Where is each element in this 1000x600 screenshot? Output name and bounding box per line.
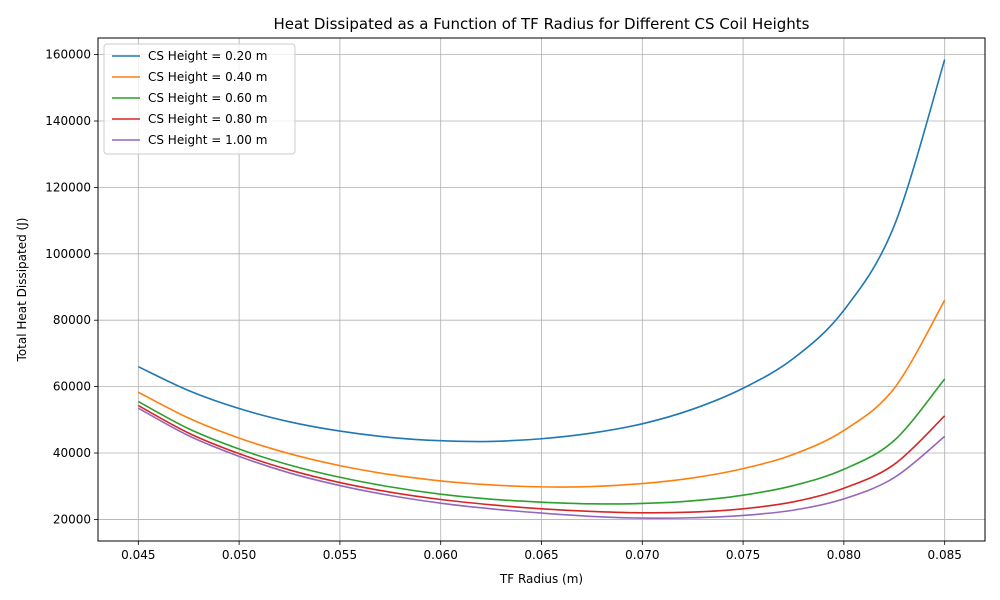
x-tick-label: 0.050 — [222, 548, 256, 562]
y-tick-label: 60000 — [53, 380, 91, 394]
y-tick-label: 140000 — [45, 114, 91, 128]
series-line-5 — [137, 407, 946, 519]
y-tick-label: 160000 — [45, 48, 91, 62]
ticks: 0.045 0.050 0.055 0.060 0.065 0.070 0.075 0.080… — [45, 48, 962, 562]
series-layer — [137, 59, 946, 519]
x-tick-label: 0.085 — [928, 548, 962, 562]
legend-label-4: CS Height = 0.80 m — [148, 112, 267, 126]
legend-label-3: CS Height = 0.60 m — [148, 91, 267, 105]
x-tick-label: 0.060 — [424, 548, 458, 562]
x-tick-label: 0.045 — [121, 548, 155, 562]
series-line-2 — [137, 299, 946, 488]
legend-label-2: CS Height = 0.40 m — [148, 70, 267, 84]
series-line-3 — [137, 378, 946, 505]
y-tick-label: 120000 — [45, 180, 91, 194]
x-tick-label: 0.075 — [726, 548, 760, 562]
x-tick-label: 0.055 — [323, 548, 357, 562]
y-tick-label: 80000 — [53, 313, 91, 327]
x-tick-label: 0.070 — [625, 548, 659, 562]
y-tick-label: 40000 — [53, 446, 91, 460]
legend-label-1: CS Height = 0.20 m — [148, 49, 267, 63]
chart-title: Heat Dissipated as a Function of TF Radi… — [274, 15, 810, 33]
y-tick-label: 20000 — [53, 512, 91, 526]
y-axis-label: Total Heat Dissipated (J) — [15, 218, 29, 363]
grid — [98, 38, 985, 541]
legend-box — [103, 43, 296, 155]
x-tick-label: 0.080 — [827, 548, 861, 562]
legend-label-5: CS Height = 1.00 m — [148, 133, 267, 147]
series-line-4 — [137, 404, 946, 514]
y-tick-label: 100000 — [45, 247, 91, 261]
x-axis-label: TF Radius (m) — [499, 572, 583, 586]
legend: CS Height = 0.20 m CS Height = 0.40 m CS H… — [103, 43, 296, 155]
series-line-1 — [137, 59, 946, 443]
x-tick-label: 0.065 — [524, 548, 558, 562]
